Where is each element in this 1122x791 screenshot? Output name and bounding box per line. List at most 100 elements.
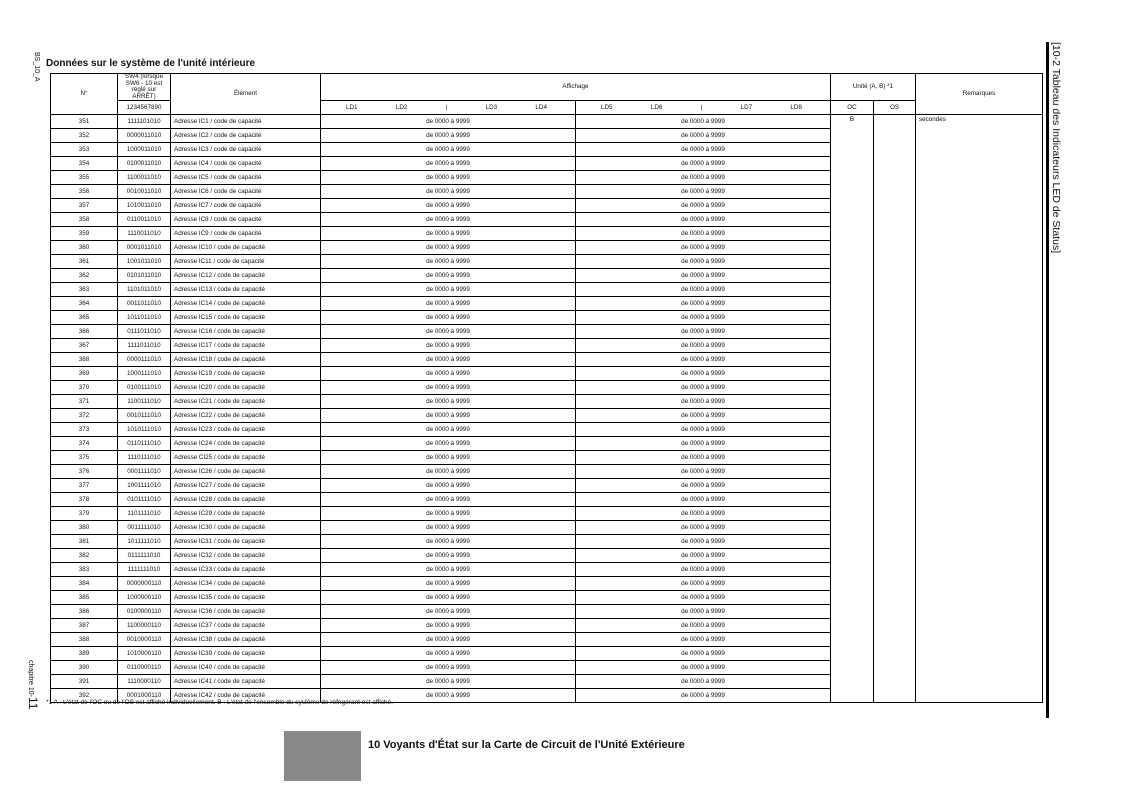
header-sw4-bits: 1234567890 <box>117 100 171 116</box>
row-number: 382 <box>50 548 118 564</box>
row-number: 386 <box>50 604 118 620</box>
row-display-ld1-4: de 0000 à 9999 <box>320 520 576 536</box>
row-sw4-setting: 0111011010 <box>117 324 171 340</box>
table-row: 391 1110000110 Adresse IC41 / code de capa… <box>50 674 1043 690</box>
row-display-ld1-4: de 0000 à 9999 <box>320 436 576 452</box>
row-element: Adresse IC3 / code de capacité <box>170 142 321 158</box>
row-number: 363 <box>50 282 118 298</box>
row-sw4-setting: 0000111010 <box>117 352 171 368</box>
row-display-ld1-4: de 0000 à 9999 <box>320 296 576 312</box>
row-display-ld1-4: de 0000 à 9999 <box>320 366 576 382</box>
ld-label: LD8 <box>790 103 802 111</box>
chapter-prefix: chapitre 10- <box>27 660 34 697</box>
row-element: Adresse IC23 / code de capacité <box>170 422 321 438</box>
row-number: 389 <box>50 646 118 662</box>
header-os: OS <box>873 100 916 116</box>
row-sw4-setting: 1011111010 <box>117 534 171 550</box>
table-row: 371 1100111010 Adresse IC21 / code de capa… <box>50 394 1043 410</box>
table-row: 361 1001011010 Adresse IC11 / code de capa… <box>50 254 1043 270</box>
row-number: 373 <box>50 422 118 438</box>
row-number: 359 <box>50 226 118 242</box>
header-ld-right: LD5 LD6 | LD7 LD8 <box>575 100 831 116</box>
row-display-ld1-4: de 0000 à 9999 <box>320 380 576 396</box>
next-section-title: 10 Voyants d'État sur la Carte de Circui… <box>368 739 685 751</box>
row-element: Adresse IC14 / code de capacité <box>170 296 321 312</box>
table-row: 366 0111011010 Adresse IC16 / code de capa… <box>50 324 1043 340</box>
row-number: 379 <box>50 506 118 522</box>
row-display-ld1-4: de 0000 à 9999 <box>320 548 576 564</box>
row-sw4-setting: 1100000110 <box>117 618 171 634</box>
table-row: 358 0110011010 Adresse IC8 / code de capac… <box>50 212 1043 228</box>
row-display-ld5-8: de 0000 à 9999 <box>575 646 831 662</box>
table-row: 392 0001000110 Adresse IC42 / code de capa… <box>50 688 1043 704</box>
row-element: Adresse IC11 / code de capacité <box>170 254 321 270</box>
table-row: 381 1011111010 Adresse IC31 / code de capa… <box>50 534 1043 550</box>
row-element: Adresse IC21 / code de capacité <box>170 394 321 410</box>
row-sw4-setting: 1111101010 <box>117 114 171 130</box>
row-number: 391 <box>50 674 118 690</box>
row-number: 368 <box>50 352 118 368</box>
row-number: 364 <box>50 296 118 312</box>
row-display-ld5-8: de 0000 à 9999 <box>575 226 831 242</box>
row-display-ld5-8: de 0000 à 9999 <box>575 632 831 648</box>
row-element: Adresse IC15 / code de capacité <box>170 310 321 326</box>
row-sw4-setting: 0011011010 <box>117 296 171 312</box>
row-display-ld5-8: de 0000 à 9999 <box>575 436 831 452</box>
row-element: Adresse IC33 / code de capacité <box>170 562 321 578</box>
row-number: 387 <box>50 618 118 634</box>
table-row: 357 1010011010 Adresse IC7 / code de capac… <box>50 198 1043 214</box>
row-display-ld1-4: de 0000 à 9999 <box>320 226 576 242</box>
row-element: Adresse IC28 / code de capacité <box>170 492 321 508</box>
row-display-ld1-4: de 0000 à 9999 <box>320 464 576 480</box>
row-sw4-setting: 0010111010 <box>117 408 171 424</box>
row-element: Adresse IC30 / code de capacité <box>170 520 321 536</box>
row-display-ld5-8: de 0000 à 9999 <box>575 198 831 214</box>
header-no: N° <box>50 72 118 116</box>
ld-label: LD6 <box>650 103 663 111</box>
row-display-ld5-8: de 0000 à 9999 <box>575 450 831 466</box>
row-element: Adresse IC6 / code de capacité <box>170 184 321 200</box>
table-row: 383 1111111010 Adresse IC33 / code de capa… <box>50 562 1043 578</box>
table-row: 351 1111101010 Adresse IC1 / code de capac… <box>50 114 1043 704</box>
row-display-ld1-4: de 0000 à 9999 <box>320 240 576 256</box>
row-display-ld5-8: de 0000 à 9999 <box>575 212 831 228</box>
row-display-ld5-8: de 0000 à 9999 <box>575 604 831 620</box>
row-element: Adresse IC26 / code de capacité <box>170 464 321 480</box>
row-sw4-setting: 1110000110 <box>117 674 171 690</box>
row-display-ld5-8: de 0000 à 9999 <box>575 464 831 480</box>
row-number: 361 <box>50 254 118 270</box>
row-element: Adresse IC10 / code de capacité <box>170 240 321 256</box>
table-row: 356 0010011010 Adresse IC6 / code de capac… <box>50 184 1043 200</box>
row-display-ld5-8: de 0000 à 9999 <box>575 506 831 522</box>
row-sw4-setting: 0111111010 <box>117 548 171 564</box>
row-display-ld1-4: de 0000 à 9999 <box>320 492 576 508</box>
row-display-ld5-8: de 0000 à 9999 <box>575 282 831 298</box>
row-sw4-setting: 1010011010 <box>117 198 171 214</box>
row-display-ld5-8: de 0000 à 9999 <box>575 576 831 592</box>
row-display-ld5-8: de 0000 à 9999 <box>575 548 831 564</box>
row-display-ld5-8: de 0000 à 9999 <box>575 324 831 340</box>
row-sw4-setting: 0011111010 <box>117 520 171 536</box>
row-sw4-setting: 1101111010 <box>117 506 171 522</box>
row-element: Adresse IC38 / code de capacité <box>170 632 321 648</box>
row-element: Adresse IC31 / code de capacité <box>170 534 321 550</box>
row-display-ld1-4: de 0000 à 9999 <box>320 198 576 214</box>
row-element: Adresse CI25 / code de capacité <box>170 450 321 466</box>
row-display-ld5-8: de 0000 à 9999 <box>575 142 831 158</box>
row-display-ld1-4: de 0000 à 9999 <box>320 688 576 704</box>
row-sw4-setting: 1100011010 <box>117 170 171 186</box>
remarks-value: secondes <box>915 114 1043 704</box>
row-element: Adresse IC2 / code de capacité <box>170 128 321 144</box>
row-number: 385 <box>50 590 118 606</box>
document-code: BS_10_A <box>33 52 40 82</box>
row-number: 381 <box>50 534 118 550</box>
row-display-ld5-8: de 0000 à 9999 <box>575 492 831 508</box>
row-sw4-setting: 1101011010 <box>117 282 171 298</box>
row-number: 372 <box>50 408 118 424</box>
ld-label: LD3 <box>485 103 498 111</box>
row-element: Adresse IC5 / code de capacité <box>170 170 321 186</box>
row-sw4-setting: 1100111010 <box>117 394 171 410</box>
row-number: 357 <box>50 198 118 214</box>
header-unit: Unité (A, B) *1 <box>830 72 916 102</box>
ld-label: LD2 <box>395 103 408 111</box>
